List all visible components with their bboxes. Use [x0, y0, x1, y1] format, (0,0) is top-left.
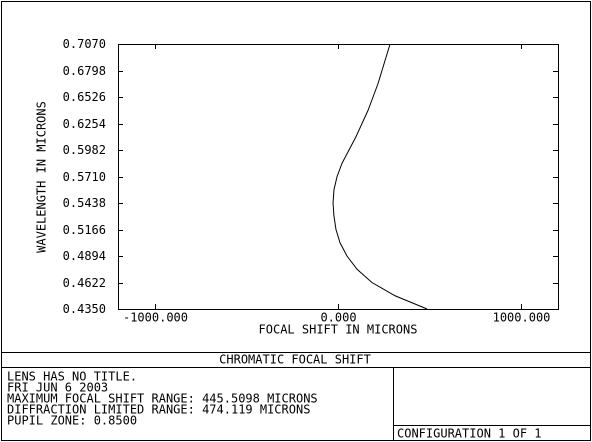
y-tick-label: 0.4894 [63, 249, 106, 263]
footer-line: DIFFRACTION LIMITED RANGE: 474.119 MICRO… [7, 403, 310, 417]
x-tick-label: -1000.000 [123, 311, 188, 325]
footer-line: PUPIL ZONE: 0.8500 [7, 414, 137, 428]
footer-line: FRI JUN 6 2003 [7, 381, 108, 395]
plot-area [118, 44, 559, 310]
footer-line: MAXIMUM FOCAL SHIFT RANGE: 445.5098 MICR… [7, 392, 318, 406]
x-axis-label: FOCAL SHIFT IN MICRONS [259, 323, 418, 337]
y-tick-label: 0.6526 [63, 90, 106, 104]
curve [332, 43, 428, 310]
y-tick-label: 0.5710 [63, 170, 106, 184]
y-tick-label: 0.6798 [63, 64, 106, 78]
configuration: CONFIGURATION 1 OF 1 [397, 427, 542, 441]
y-tick-label: 0.5166 [63, 223, 106, 237]
x-tick-label: 1000.000 [493, 311, 551, 325]
footer-title: CHROMATIC FOCAL SHIFT [219, 353, 371, 367]
y-tick-label: 0.6254 [63, 117, 106, 131]
x-tick-label: 0.000 [320, 311, 356, 325]
footer-line: LENS HAS NO TITLE. [7, 370, 137, 384]
y-axis-label: WAVELENGTH IN MICRONS [35, 101, 49, 253]
y-tick-label: 0.5438 [63, 196, 106, 210]
y-tick-label: 0.7070 [63, 37, 106, 51]
y-tick-label: 0.4350 [63, 302, 106, 316]
y-tick-label: 0.5982 [63, 143, 106, 157]
y-tick-label: 0.4622 [63, 276, 106, 290]
